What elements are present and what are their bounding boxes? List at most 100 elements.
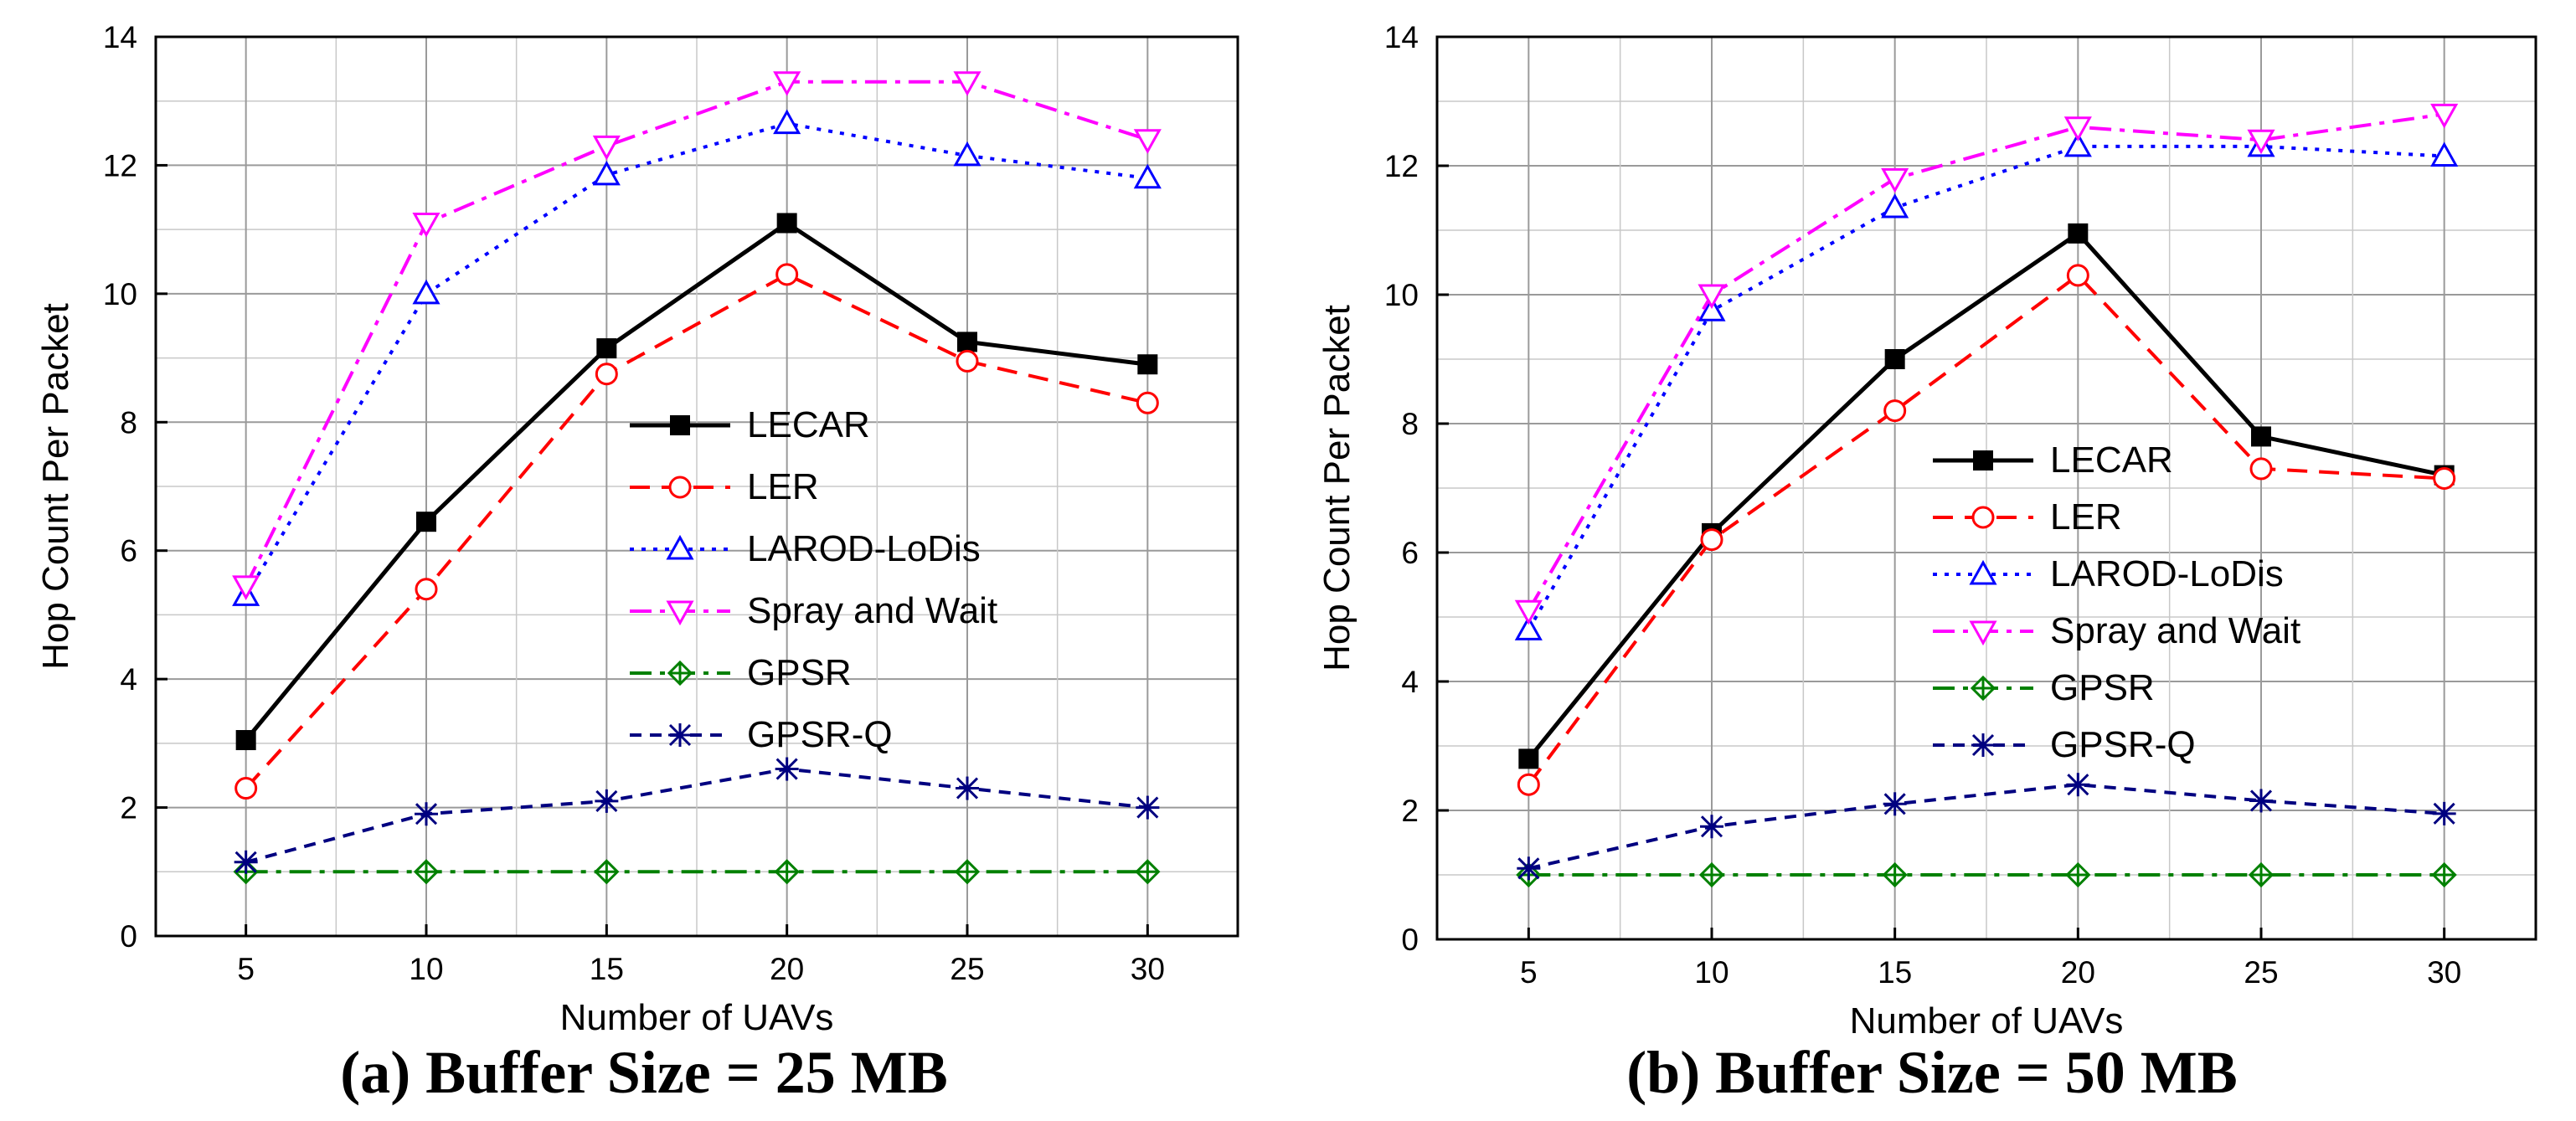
chart-a-grid: [155, 36, 1239, 937]
chart-b-plot-frame: [1435, 35, 2537, 941]
chart-a-legend-gpsr-q-marker: [668, 723, 692, 747]
chart-a-legend-spray-and-wait-label: Spray and Wait: [747, 590, 997, 631]
chart-b-series-spray-and-wait-point: [2247, 129, 2275, 155]
chart-b-ytick-label: 6: [1401, 536, 1419, 570]
chart-a-series-gpsr-point: [1135, 859, 1161, 885]
chart-a-series-spray-and-wait-point: [773, 71, 801, 96]
chart-a-ytick-label: 0: [120, 919, 137, 954]
chart-b-series-ler-point: [2066, 264, 2089, 287]
chart-a-legend-gpsr-marker: [667, 660, 693, 686]
chart-a-series-gpsr-point: [774, 859, 800, 885]
chart-a-xtick-label: 10: [409, 952, 443, 986]
chart-a-xtick-label: 30: [1131, 952, 1165, 986]
chart-b-series-gpsr-point: [2248, 861, 2275, 888]
chart-b-series-ler-point: [2249, 457, 2273, 481]
chart-a-ytick-label: 14: [103, 20, 137, 54]
chart-b-series-larod-lodis-point: [2063, 131, 2092, 157]
chart-a-legend-larod-lodis-label: LAROD-LoDis: [747, 528, 981, 569]
chart-a-plot-frame: [154, 35, 1239, 938]
chart-b-series-spray-and-wait: [1514, 103, 2459, 625]
chart-a-xlabel: Number of UAVs: [560, 997, 834, 1038]
chart-a-series-gpsr-q: [234, 757, 1160, 874]
chart-b-ytick-label: 14: [1384, 20, 1419, 54]
chart-b-ytick-label: 4: [1401, 665, 1419, 699]
chart-a-series-larod-lodis-point: [1133, 163, 1162, 189]
chart-b-legend-ler-marker: [1971, 506, 1995, 529]
chart-b-series-gpsr-q-point: [2432, 801, 2456, 825]
chart-b-legend-spray-and-wait-label: Spray and Wait: [2050, 610, 2300, 651]
chart-b-ytick-label: 12: [1384, 149, 1419, 183]
chart-a-ytick-label: 8: [120, 405, 137, 440]
chart-a-series-ler-point: [234, 777, 258, 800]
chart-a-series-ler-point: [956, 349, 979, 373]
chart-b-ytick-label: 2: [1401, 794, 1419, 828]
chart-a-series-spray-and-wait-point: [232, 575, 260, 600]
chart-panel-b: 0 2 4 6 8 10 12 14 5 10 15 20 25 30 Number of UAVs Hop …: [1288, 0, 2576, 1121]
chart-a-series-lecar-point: [416, 512, 436, 532]
chart-a-series-gpsr-q-point: [1136, 795, 1160, 820]
chart-b-xtick-label: 10: [1694, 955, 1728, 990]
chart-b-series-ler-point: [2433, 466, 2456, 490]
chart-b-series-gpsr-q-line: [1528, 783, 2445, 871]
chart-b-series-gpsr-q-point: [1700, 815, 1723, 839]
chart-a-series-lecar-line: [244, 220, 1148, 742]
chart-b-legend-ler-label: LER: [2050, 496, 2122, 537]
chart-b-series-spray-and-wait-point: [1514, 599, 1543, 625]
chart-a-series-lecar-point: [596, 338, 617, 359]
chart-a-series-lecar-point: [957, 332, 977, 352]
chart-a-series-gpsr-point: [954, 859, 981, 885]
chart-b-series-gpsr-q-point: [1883, 792, 1907, 816]
chart-a-xtick-label: 5: [237, 952, 255, 986]
chart-a-series-spray-and-wait-line: [244, 80, 1148, 587]
chart-a-ytick-label: 2: [120, 791, 137, 825]
chart-b-series-gpsr-q-point: [2066, 773, 2090, 797]
chart-b-series-spray-and-wait-point: [2430, 103, 2459, 129]
chart-b-legend-gpsr-marker: [1970, 675, 1996, 702]
chart-b-series-ler-point: [1700, 528, 1723, 552]
chart-a: 0 2 4 6 8 10 12 14 5 10 15 20 25 30 Number of UAVs Hop …: [35, 20, 1239, 1038]
chart-b-legend-larod-lodis-marker: [1969, 559, 1997, 585]
chart-a-series-gpsr-q-point: [415, 802, 438, 826]
chart-b-legend-spray-and-wait-marker: [1969, 620, 1997, 646]
chart-a-series-lecar-point: [235, 730, 256, 751]
chart-b-series-larod-lodis-point: [2430, 141, 2459, 167]
chart-a-series-gpsr-q-point: [595, 789, 619, 813]
chart-b-series-ler: [1517, 264, 2456, 796]
chart-b-series-lecar-point: [1518, 748, 1539, 769]
chart-b-legend-lecar-marker: [1973, 450, 1993, 471]
chart-b-series-spray-and-wait-point: [1881, 167, 1909, 193]
chart-a-series-larod-lodis-point: [592, 160, 621, 186]
chart-a-series-lecar-point: [1137, 354, 1158, 375]
chart-b-legend-lecar-label: LECAR: [2050, 440, 2173, 481]
chart-b-legend-gpsr-q-marker: [1971, 733, 1995, 757]
chart-a-series-gpsr-q-point: [956, 776, 979, 800]
chart-b: 0 2 4 6 8 10 12 14 5 10 15 20 25 30 Number of UAVs Hop …: [1316, 20, 2537, 1038]
chart-a-legend-lecar-marker: [670, 415, 690, 435]
chart-b-xtick-label: 25: [2244, 955, 2278, 990]
chart-a-series-ler-point: [415, 578, 438, 601]
chart-b-legend-gpsr-q-label: GPSR-Q: [2050, 724, 2196, 765]
chart-b-ytick-label: 8: [1401, 407, 1419, 441]
chart-a-series-spray-and-wait-point: [592, 135, 621, 161]
chart-a-xtick-label: 25: [950, 952, 984, 986]
chart-a-ytick-label: 6: [120, 534, 137, 568]
chart-a-xtick-label: 15: [590, 952, 624, 986]
chart-b-series-larod-lodis-point: [1698, 296, 1726, 321]
chart-b-grid: [1436, 36, 2537, 940]
chart-a-series-gpsr-q-point: [234, 850, 258, 874]
chart-b-xlabel: Number of UAVs: [1850, 1000, 2124, 1038]
chart-a-series-ler-point: [1136, 391, 1159, 414]
chart-b-series-gpsr-point: [2431, 861, 2457, 888]
chart-b-series-ler-point: [1517, 773, 1540, 796]
chart-a-series-gpsr-point: [594, 859, 620, 885]
chart-a-series-larod-lodis-point: [953, 141, 981, 167]
chart-a-legend-spray-and-wait-marker: [666, 600, 694, 626]
chart-a-series-larod-lodis-point: [412, 279, 440, 305]
chart-b-series-larod-lodis-point: [1881, 193, 1909, 219]
chart-a-legend: LECAR LER LAROD-LoDis Spray and Wait GPSR GPS…: [630, 404, 997, 755]
chart-a-series-ler-point: [595, 363, 618, 386]
chart-a-series-ler-line: [245, 272, 1148, 789]
chart-b-xtick-label: 30: [2427, 955, 2461, 990]
chart-a-series-larod-lodis-point: [773, 109, 801, 135]
chart-b-ticks: 0 2 4 6 8 10 12 14 5 10 15 20 25 30: [1384, 20, 2461, 990]
